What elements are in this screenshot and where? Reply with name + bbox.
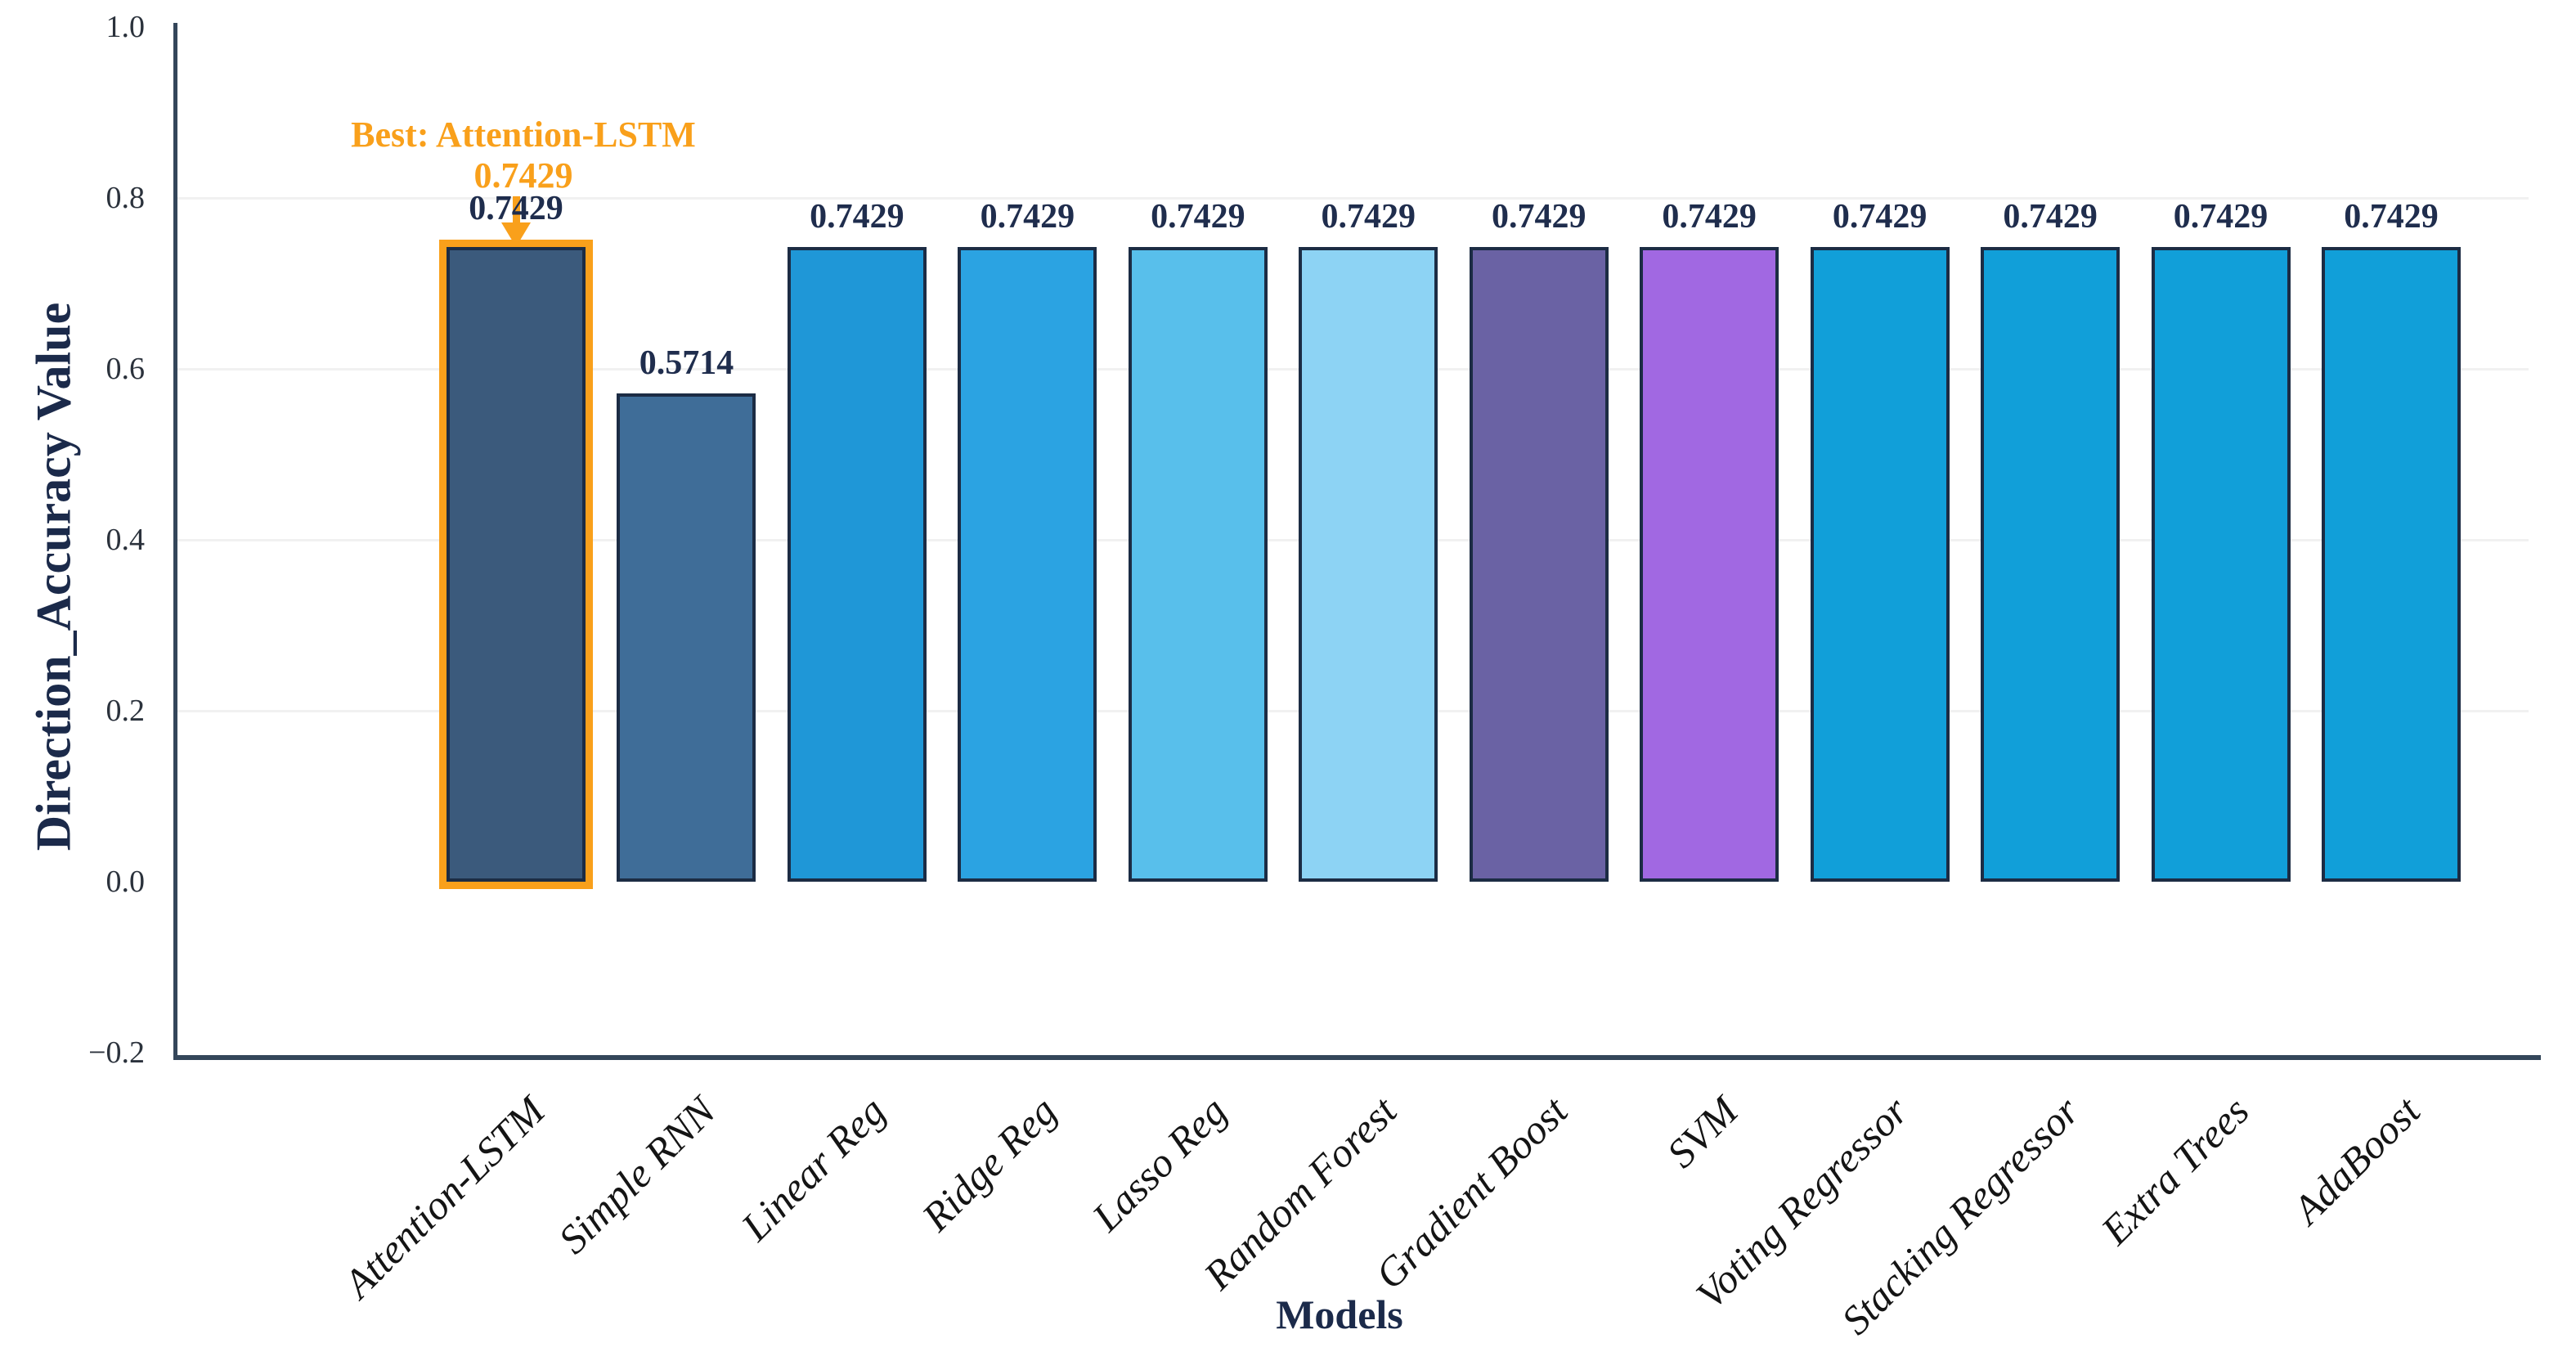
annotation-arrow-head-icon: [501, 222, 531, 247]
x-tick-label-extra-trees: Extra Trees: [2092, 1087, 2259, 1254]
x-axis-title: Models: [1276, 1291, 1403, 1337]
y-tick-label: 0.2: [105, 694, 146, 728]
bar-simple-rnn: [617, 393, 756, 882]
bar-value-label: 0.7429: [469, 189, 563, 227]
bar-value-label: 0.7429: [2003, 197, 2098, 236]
bar-value-label: 0.7429: [980, 197, 1075, 236]
bar-value-label: 0.7429: [1491, 197, 1586, 236]
best-model-annotation: Best: Attention-LSTM 0.7429: [196, 115, 850, 196]
bar-value-label: 0.7429: [1832, 197, 1928, 236]
bar-lasso-reg: [1128, 246, 1268, 882]
y-axis-spine: [173, 23, 177, 1060]
bar-value-label: 0.7429: [1662, 197, 1757, 236]
gridline: [177, 197, 2529, 200]
y-tick-label: 0.6: [105, 352, 146, 386]
bar-adaboost: [2321, 246, 2461, 882]
bar-gradient-boost: [1469, 246, 1609, 882]
y-tick-label: −0.2: [88, 1035, 145, 1070]
x-tick-label-simple-rnn: Simple RNN: [549, 1087, 724, 1263]
bar-value-label: 0.7429: [1151, 197, 1245, 236]
bar-ridge-reg: [958, 246, 1097, 882]
y-tick-label: 0.8: [105, 181, 146, 215]
x-tick-label-adaboost: AdaBoost: [2283, 1087, 2429, 1233]
bar-random-forest: [1299, 246, 1438, 882]
bar-value-label: 0.5714: [639, 344, 734, 382]
y-tick-label: 1.0: [105, 10, 146, 44]
bar-voting-regressor: [1810, 246, 1950, 882]
annotation-best-label: Best: Attention-LSTM: [351, 115, 696, 155]
bar-value-label: 0.7429: [2173, 197, 2269, 236]
bar-attention-lstm: [447, 246, 586, 882]
bar-value-label: 0.7429: [2344, 197, 2439, 236]
bar-linear-reg: [787, 246, 927, 882]
x-axis-spine: [173, 1055, 2541, 1060]
x-tick-label-lasso-reg: Lasso Reg: [1083, 1087, 1236, 1240]
bar-stacking-regressor: [1981, 246, 2120, 882]
annotation-best-value: 0.7429: [473, 155, 573, 195]
x-tick-label-ridge-reg: Ridge Reg: [912, 1087, 1065, 1240]
bar-svm: [1640, 246, 1779, 882]
x-tick-label-attention-lstm: Attention-LSTM: [334, 1087, 554, 1307]
y-axis-title: Direction_Accuracy Value: [26, 302, 81, 851]
bar-value-label: 0.7429: [810, 197, 904, 236]
y-tick-label: 0.4: [105, 523, 146, 557]
bar-value-label: 0.7429: [1321, 197, 1416, 236]
x-tick-label-svm: SVM: [1658, 1087, 1747, 1177]
x-tick-label-linear-reg: Linear Reg: [732, 1087, 895, 1250]
annotation-arrow-stem: [513, 196, 520, 224]
bar-extra-trees: [2151, 246, 2291, 882]
y-tick-label: 0.0: [105, 865, 146, 899]
